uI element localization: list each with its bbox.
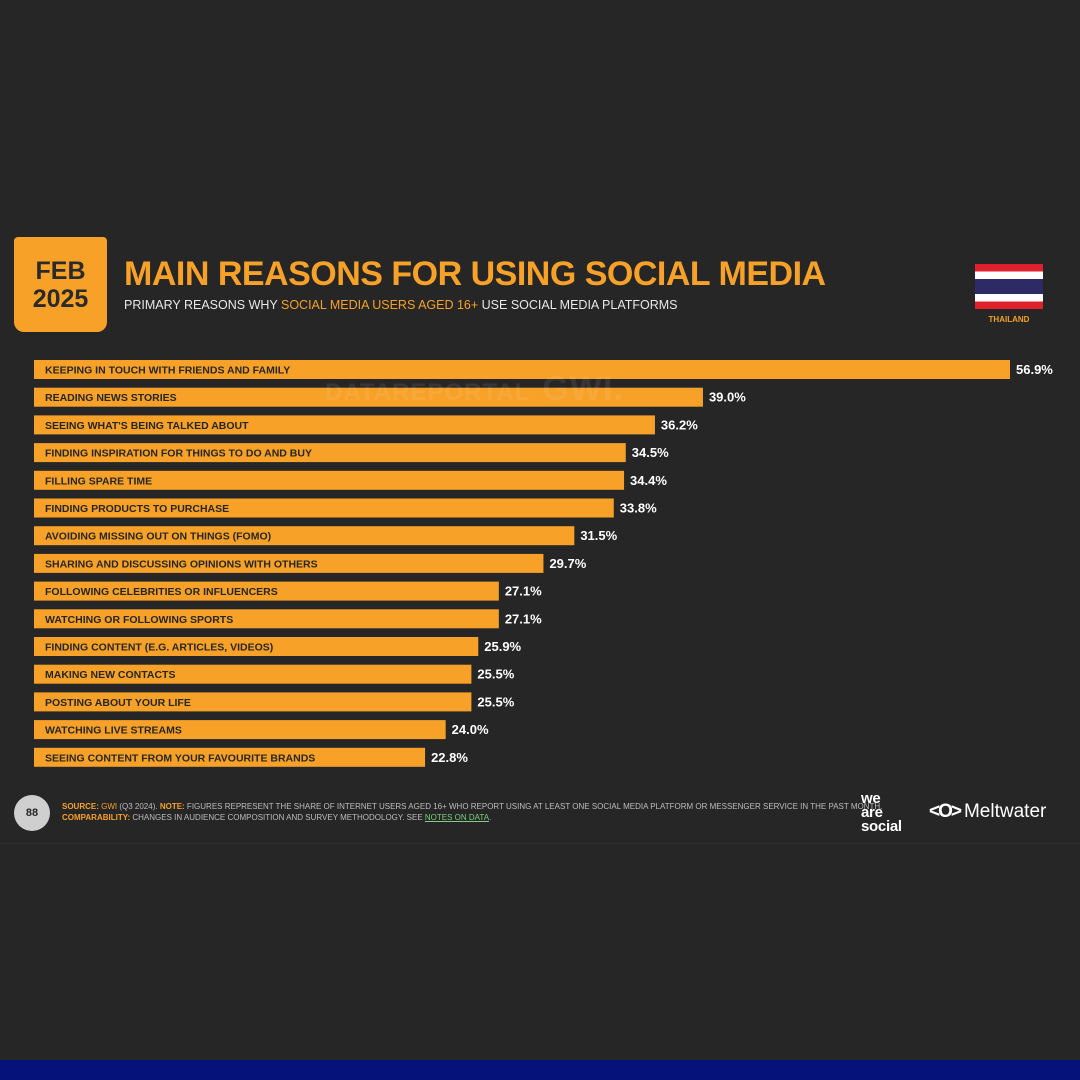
bar-label-8: FOLLOWING CELEBRITIES OR INFLUENCERS: [45, 586, 278, 598]
value-label-2: 36.2%: [661, 417, 698, 432]
bottom-strip: [0, 1060, 1080, 1080]
footer-line-source: SOURCE: GWI (Q3 2024). NOTE: FIGURES REP…: [62, 801, 882, 812]
bar-label-14: SEEING CONTENT FROM YOUR FAVOURITE BRAND…: [45, 752, 315, 764]
note-label: NOTE:: [159, 802, 185, 811]
bar-label-0: KEEPING IN TOUCH WITH FRIENDS AND FAMILY: [45, 365, 290, 377]
bar-3: [34, 443, 626, 463]
comparability-text: CHANGES IN AUDIENCE COMPOSITION AND SURV…: [130, 813, 425, 822]
we-are-social-logo: we are social: [861, 790, 902, 835]
thailand-flag-icon: [975, 264, 1043, 309]
value-label-11: 25.5%: [477, 667, 514, 682]
footer-notes: SOURCE: GWI (Q3 2024). NOTE: FIGURES REP…: [62, 801, 882, 823]
source-label: SOURCE:: [62, 802, 99, 811]
value-label-3: 34.5%: [632, 445, 669, 460]
watermark: DATAREPORTAL GWI.: [325, 370, 624, 409]
value-label-4: 34.4%: [630, 473, 667, 488]
value-label-6: 31.5%: [580, 528, 617, 543]
value-label-14: 22.8%: [431, 750, 468, 765]
comparability-end: .: [489, 813, 492, 822]
meltwater-logo: <O> Meltwater: [929, 801, 1046, 823]
source-period: (Q3 2024).: [117, 802, 160, 811]
bar-label-9: WATCHING OR FOLLOWING SPORTS: [45, 614, 233, 626]
bar-5: [34, 498, 614, 518]
bar-label-2: SEEING WHAT'S BEING TALKED ABOUT: [45, 420, 249, 432]
bar-label-10: FINDING CONTENT (E.G. ARTICLES, VIDEOS): [45, 642, 273, 654]
bar-12: [34, 692, 472, 712]
page-title: MAIN REASONS FOR USING SOCIAL MEDIA: [124, 255, 826, 293]
value-label-7: 29.7%: [549, 556, 586, 571]
bar-1: [34, 387, 703, 407]
value-label-8: 27.1%: [505, 584, 542, 599]
subtitle-post: USE SOCIAL MEDIA PLATFORMS: [478, 298, 678, 312]
value-label-0: 56.9%: [1016, 362, 1053, 377]
bar-2: [34, 415, 655, 435]
bar-8: [34, 581, 499, 601]
date-month: FEB: [35, 256, 86, 285]
bar-14: [34, 747, 426, 767]
value-label-5: 33.8%: [620, 501, 657, 516]
logo-was-line2: are: [861, 804, 883, 821]
date-year: 2025: [32, 284, 89, 313]
notes-on-data-link[interactable]: NOTES ON DATA: [424, 813, 490, 822]
bar-label-3: FINDING INSPIRATION FOR THINGS TO DO AND…: [45, 448, 312, 460]
logo-was-line1: we: [861, 790, 881, 807]
bar-0: [34, 360, 1010, 379]
value-label-9: 27.1%: [505, 611, 542, 626]
country-label: THAILAND: [988, 315, 1030, 324]
bar-6: [34, 526, 575, 546]
meltwater-wordmark: Meltwater: [963, 801, 1047, 822]
bar-label-11: MAKING NEW CONTACTS: [45, 669, 175, 681]
bar-label-13: WATCHING LIVE STREAMS: [45, 725, 182, 737]
value-label-13: 24.0%: [452, 722, 489, 737]
bar-label-12: POSTING ABOUT YOUR LIFE: [45, 697, 191, 709]
bar-4: [34, 470, 625, 490]
bar-label-5: FINDING PRODUCTS TO PURCHASE: [45, 503, 229, 515]
bar-10: [34, 637, 479, 656]
bar-label-7: SHARING AND DISCUSSING OPINIONS WITH OTH…: [45, 558, 318, 570]
value-label-10: 25.9%: [484, 639, 521, 654]
page-subtitle: PRIMARY REASONS WHY SOCIAL MEDIA USERS A…: [124, 298, 678, 312]
bar-label-6: AVOIDING MISSING OUT ON THINGS (FOMO): [45, 531, 271, 543]
value-label-12: 25.5%: [477, 694, 514, 709]
meltwater-mark-icon: <O>: [929, 801, 962, 822]
comparability-label: COMPARABILITY:: [62, 813, 131, 822]
value-label-1: 39.0%: [709, 390, 746, 405]
bar-11: [34, 664, 472, 684]
bar-9: [34, 609, 499, 629]
bar-label-1: READING NEWS STORIES: [45, 392, 177, 404]
bar-label-4: FILLING SPARE TIME: [45, 475, 152, 487]
footer-divider: [0, 843, 1080, 844]
logo-was-line3: social: [861, 818, 902, 835]
bar-chart: KEEPING IN TOUCH WITH FRIENDS AND FAMILY…: [34, 360, 1053, 767]
date-badge: FEB 2025: [14, 237, 107, 332]
source-name: GWI: [101, 802, 118, 811]
subtitle-pre: PRIMARY REASONS WHY: [124, 298, 281, 312]
footer-line-comparability: COMPARABILITY: CHANGES IN AUDIENCE COMPO…: [62, 812, 882, 823]
bar-13: [34, 720, 446, 740]
subtitle-highlight: SOCIAL MEDIA USERS AGED 16+: [280, 298, 479, 312]
watermark-datareportal: DATAREPORTAL: [325, 379, 531, 406]
watermark-gwi: GWI.: [542, 370, 624, 408]
bar-7: [34, 553, 544, 573]
note-text: FIGURES REPRESENT THE SHARE OF INTERNET …: [184, 802, 883, 811]
page-number: 88: [14, 795, 50, 831]
